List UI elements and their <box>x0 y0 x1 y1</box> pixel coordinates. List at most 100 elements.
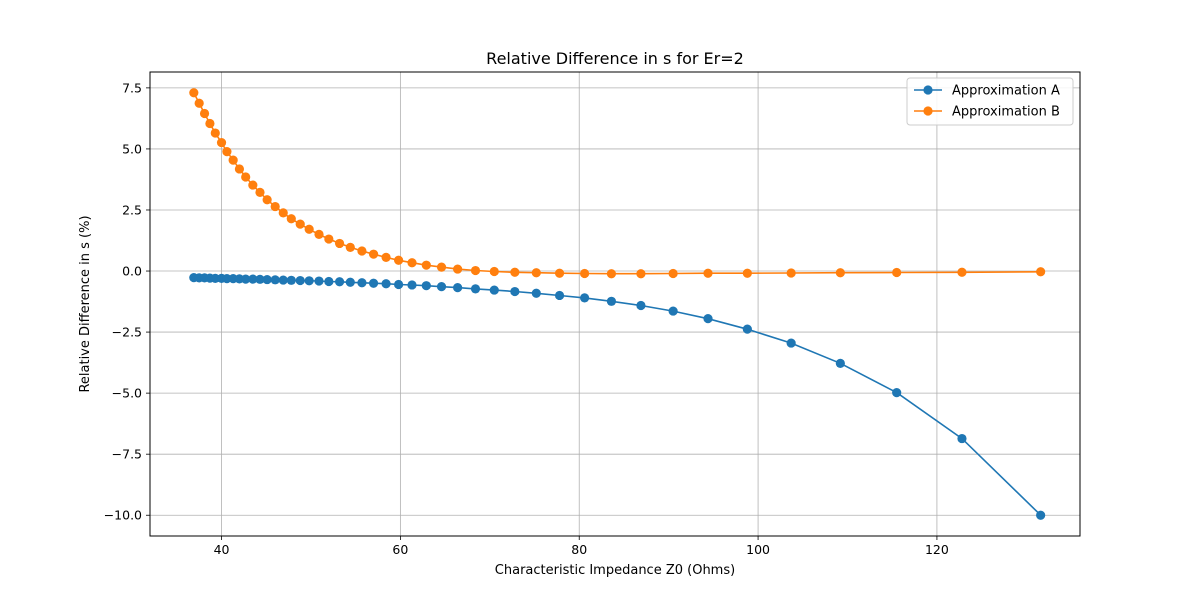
data-point <box>255 187 265 197</box>
data-point <box>334 238 345 249</box>
y-tick-label: −10.0 <box>104 508 142 523</box>
legend-label: Approximation B <box>952 105 1060 120</box>
data-point <box>436 282 447 292</box>
data-point <box>470 284 481 294</box>
data-point <box>194 98 204 108</box>
data-point <box>270 201 280 212</box>
data-point <box>668 306 678 316</box>
data-point <box>286 275 296 285</box>
data-point <box>295 219 305 229</box>
data-point <box>636 300 646 311</box>
data-point <box>957 433 967 444</box>
y-tick-label: 7.5 <box>122 80 142 95</box>
data-point <box>1036 267 1046 277</box>
data-point <box>892 388 902 398</box>
data-point <box>278 208 288 218</box>
data-point <box>199 108 210 119</box>
legend-marker <box>923 106 933 116</box>
data-point <box>368 278 379 288</box>
data-point <box>286 214 296 224</box>
data-point <box>248 180 258 190</box>
data-point <box>786 268 796 278</box>
data-point <box>421 260 431 270</box>
data-point <box>270 275 280 285</box>
data-point <box>295 275 305 286</box>
series-line <box>193 92 1041 275</box>
data-point <box>453 264 463 274</box>
data-point <box>1036 510 1046 520</box>
data-point <box>222 147 232 157</box>
data-point <box>228 155 238 165</box>
y-axis-label: Relative Difference in s (%) <box>78 215 93 392</box>
data-point <box>368 249 379 259</box>
data-point <box>703 314 713 324</box>
y-tick-label: −2.5 <box>112 325 142 340</box>
data-point <box>205 118 215 129</box>
data-point <box>262 195 272 205</box>
data-point <box>786 338 796 348</box>
data-point <box>579 268 590 279</box>
chart-title: Relative Difference in s for Er=2 <box>486 49 744 68</box>
data-point <box>531 288 541 298</box>
x-axis-label: Characteristic Impedance Z0 (Ohms) <box>495 563 735 578</box>
series-layer <box>189 88 1046 520</box>
y-tick-label: 5.0 <box>122 141 142 156</box>
data-point <box>957 267 967 277</box>
data-point <box>636 269 646 279</box>
x-tick-label: 60 <box>392 542 408 557</box>
data-point <box>510 286 520 297</box>
data-point <box>703 268 713 278</box>
legend-label: Approximation A <box>952 84 1060 99</box>
y-tick-label: −5.0 <box>112 386 142 401</box>
y-tick-label: −7.5 <box>112 447 142 462</box>
plot-frame <box>149 71 1081 537</box>
data-point <box>262 274 272 285</box>
axis-ticks: 40 60 80 100 120 −10.0 −7.5 −5.0 −2.5 0.0 2.5 5.0 7.… <box>104 80 949 557</box>
data-point <box>314 229 324 239</box>
data-point <box>381 279 391 289</box>
y-tick-label: 0.0 <box>122 264 142 279</box>
data-point <box>314 276 324 286</box>
legend-marker <box>923 85 933 95</box>
data-point <box>210 128 220 138</box>
data-point <box>278 275 288 285</box>
data-point <box>241 274 251 284</box>
data-point <box>304 224 314 234</box>
x-tick-label: 100 <box>746 542 770 557</box>
data-point <box>489 266 499 277</box>
data-point <box>453 283 463 293</box>
data-point <box>407 280 417 290</box>
legend-entry: Approximation B <box>914 105 1060 120</box>
data-point <box>668 268 678 279</box>
series-approximation-b <box>189 88 1046 279</box>
series-approximation-a <box>189 273 1046 520</box>
data-point <box>393 279 404 290</box>
data-point <box>606 269 617 279</box>
x-tick-label: 80 <box>571 542 587 557</box>
data-point <box>345 242 355 252</box>
data-point <box>255 274 265 284</box>
data-point <box>489 285 499 295</box>
data-point <box>510 267 520 277</box>
data-point <box>304 276 314 286</box>
data-point <box>407 258 417 268</box>
data-point <box>421 281 431 291</box>
legend: Approximation A Approximation B <box>906 77 1074 126</box>
data-point <box>334 277 345 287</box>
data-point <box>554 290 565 301</box>
data-point <box>554 268 565 278</box>
legend-box <box>906 77 1074 126</box>
series-line <box>193 276 1042 516</box>
data-point <box>892 267 902 278</box>
data-point <box>579 293 590 303</box>
x-tick-label: 120 <box>925 542 949 557</box>
data-point <box>324 276 334 287</box>
data-point <box>324 234 334 244</box>
data-point <box>835 268 845 278</box>
data-point <box>393 255 404 265</box>
data-point <box>606 296 617 306</box>
data-point <box>241 172 251 182</box>
data-point <box>742 324 752 334</box>
data-point <box>835 358 845 368</box>
